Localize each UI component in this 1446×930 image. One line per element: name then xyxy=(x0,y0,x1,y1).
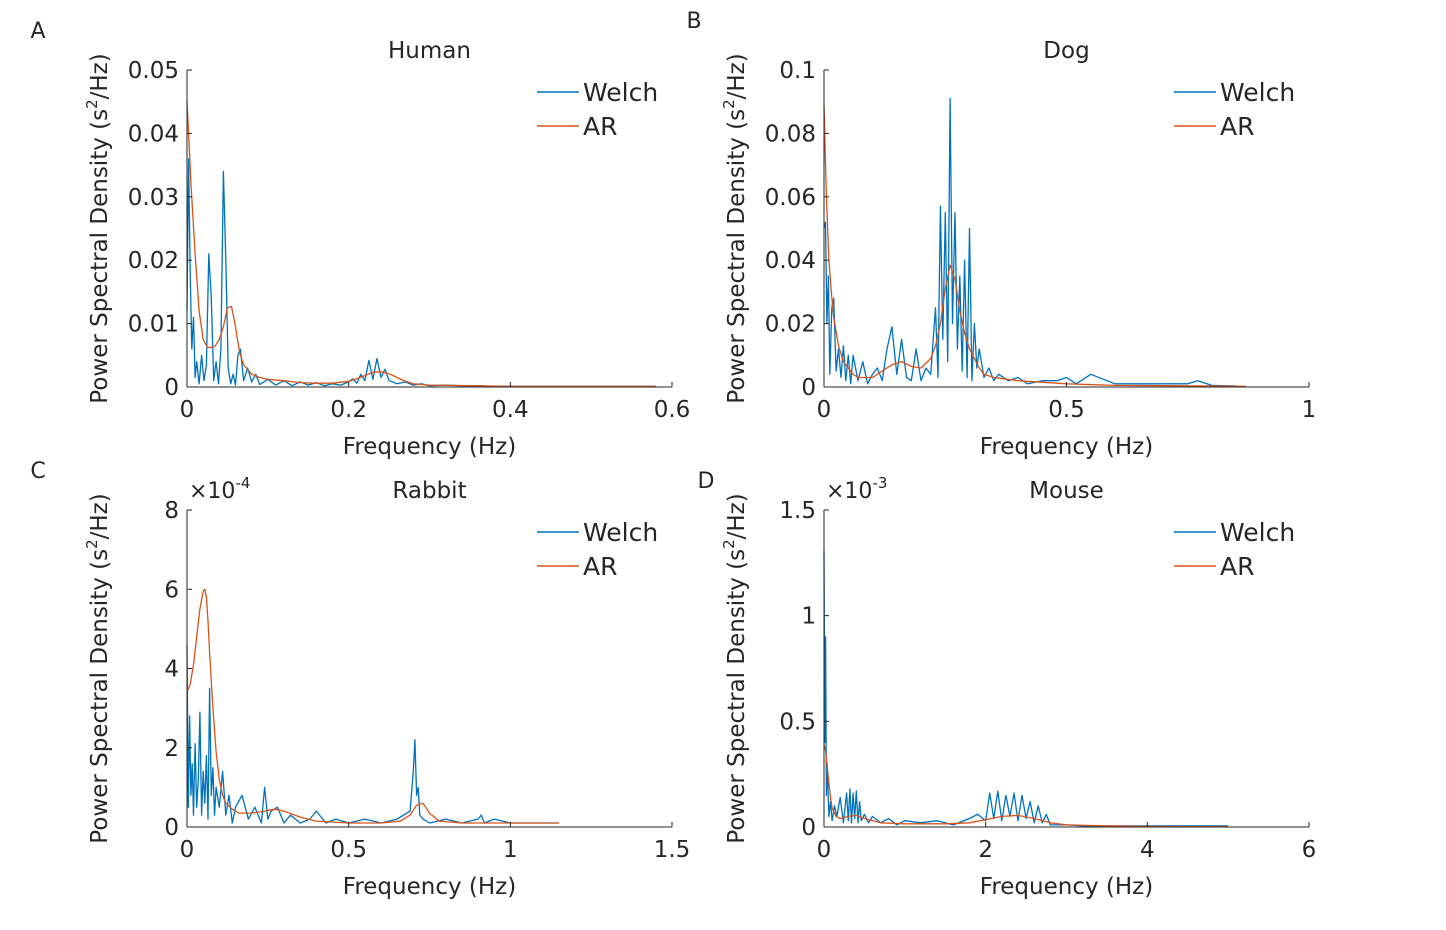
y-tick-label: 8 xyxy=(164,498,179,524)
series-line-ar xyxy=(186,588,559,824)
y-tick-label: 0.1 xyxy=(779,58,816,84)
y-tick-label: 0 xyxy=(801,815,816,841)
chart-title: Rabbit xyxy=(392,478,466,504)
panel-label: B xyxy=(686,9,701,34)
x-tick-label: 1.5 xyxy=(654,837,691,863)
y-tick-label: 0.04 xyxy=(128,121,179,147)
y-tick-label: 0 xyxy=(164,375,179,401)
y-tick-label: 1.5 xyxy=(779,498,816,524)
y-axis-label-tail: /Hz) xyxy=(87,493,113,539)
x-axis-label: Frequency (Hz) xyxy=(980,434,1153,460)
y-axis-label-sup: 2 xyxy=(720,99,738,109)
x-tick-label: 0.2 xyxy=(330,397,367,423)
x-tick-label: 0.4 xyxy=(492,397,529,423)
y-axis-label: Power Spectral Density (s2/Hz) xyxy=(83,493,113,843)
series-line-ar xyxy=(823,744,1229,828)
y-axis-label: Power Spectral Density (s2/Hz) xyxy=(720,53,750,403)
x-axis-label: Frequency (Hz) xyxy=(343,434,516,460)
x-tick-label: 0 xyxy=(180,397,195,423)
axis-exponent-base: ×10 xyxy=(189,479,235,504)
axis-exponent: ×10-3 xyxy=(826,474,887,504)
axis-exponent: ×10-4 xyxy=(189,474,250,504)
panel-label: A xyxy=(30,19,45,44)
y-axis-label-sup: 2 xyxy=(720,539,738,549)
y-tick-label: 0.5 xyxy=(779,709,816,735)
y-tick-label: 4 xyxy=(164,657,179,683)
x-tick-label: 0.5 xyxy=(330,837,367,863)
x-tick-label: 4 xyxy=(1140,837,1155,863)
y-axis-label-main: Power Spectral Density (s xyxy=(87,109,113,404)
x-tick-label: 0.5 xyxy=(1048,397,1085,423)
y-tick-label: 1 xyxy=(801,604,816,630)
y-axis-label: Power Spectral Density (s2/Hz) xyxy=(83,53,113,403)
y-tick-label: 0.05 xyxy=(128,58,179,84)
y-axis-label-main: Power Spectral Density (s xyxy=(87,549,113,844)
x-tick-label: 0 xyxy=(817,397,832,423)
y-tick-label: 0 xyxy=(801,375,816,401)
legend-label-welch: Welch xyxy=(583,78,658,107)
y-axis-label-tail: /Hz) xyxy=(724,53,750,99)
x-tick-label: 1 xyxy=(503,837,518,863)
y-tick-label: 0.06 xyxy=(765,185,816,211)
x-axis-label: Frequency (Hz) xyxy=(980,874,1153,900)
axis-exponent-base: ×10 xyxy=(826,479,872,504)
chart-panel-c: 0 0.5 1 1.5 0 2 4 6 8 ×10-4 Rabbit Frequency (Hz) Po… xyxy=(30,459,690,900)
y-tick-label: 0.02 xyxy=(765,312,816,338)
y-axis-label-tail: /Hz) xyxy=(87,53,113,99)
legend-label-welch: Welch xyxy=(583,518,658,547)
panel-label: C xyxy=(30,459,45,484)
x-tick-label: 0 xyxy=(180,837,195,863)
chart-panel-b: 0 0.5 1 0 0.02 0.04 0.06 0.08 0.1 Dog Frequency (H… xyxy=(686,9,1316,460)
y-tick-label: 0.04 xyxy=(765,248,816,274)
y-tick-label: 0.03 xyxy=(128,185,179,211)
x-tick-label: 0 xyxy=(817,837,832,863)
x-axis-label: Frequency (Hz) xyxy=(343,874,516,900)
series-line-welch xyxy=(823,550,1229,827)
legend-label-ar: AR xyxy=(583,112,617,141)
y-tick-label: 6 xyxy=(164,577,179,603)
panel-label: D xyxy=(698,469,715,494)
axis-exponent-power: -4 xyxy=(235,474,250,492)
x-tick-label: 6 xyxy=(1302,837,1317,863)
chart-title: Mouse xyxy=(1029,478,1104,504)
chart-panel-a: 0 0.2 0.4 0.6 0 0.01 0.02 0.03 0.04 0.05 Human Freq… xyxy=(30,19,690,460)
series-line-ar xyxy=(823,104,1247,388)
legend-label-ar: AR xyxy=(1220,552,1254,581)
y-axis-label-tail: /Hz) xyxy=(724,493,750,539)
y-tick-label: 0.02 xyxy=(128,248,179,274)
chart-title: Dog xyxy=(1043,38,1089,64)
legend-label-ar: AR xyxy=(1220,112,1254,141)
series-line-ar xyxy=(186,101,656,388)
chart-panel-d: 0 2 4 6 0 0.5 1 1.5 ×10-3 Mouse Frequency (Hz) Powe… xyxy=(698,469,1317,900)
y-tick-label: 0.01 xyxy=(128,312,179,338)
y-axis-label-sup: 2 xyxy=(83,539,101,549)
y-axis-label-sup: 2 xyxy=(83,99,101,109)
x-tick-label: 0.6 xyxy=(654,397,691,423)
x-tick-label: 2 xyxy=(978,837,993,863)
y-axis-label: Power Spectral Density (s2/Hz) xyxy=(720,493,750,843)
legend-label-ar: AR xyxy=(583,552,617,581)
chart-title: Human xyxy=(388,38,471,64)
y-tick-label: 0.08 xyxy=(765,121,816,147)
axis-exponent-power: -3 xyxy=(872,474,887,492)
y-axis-label-main: Power Spectral Density (s xyxy=(724,549,750,844)
x-tick-label: 1 xyxy=(1302,397,1317,423)
legend-label-welch: Welch xyxy=(1220,78,1295,107)
legend-label-welch: Welch xyxy=(1220,518,1295,547)
y-axis-label-main: Power Spectral Density (s xyxy=(724,109,750,404)
y-tick-label: 0 xyxy=(164,815,179,841)
series-line-welch xyxy=(186,644,559,824)
series-line-welch xyxy=(823,97,1237,387)
series-line-welch xyxy=(186,158,656,388)
y-tick-label: 2 xyxy=(164,736,179,762)
